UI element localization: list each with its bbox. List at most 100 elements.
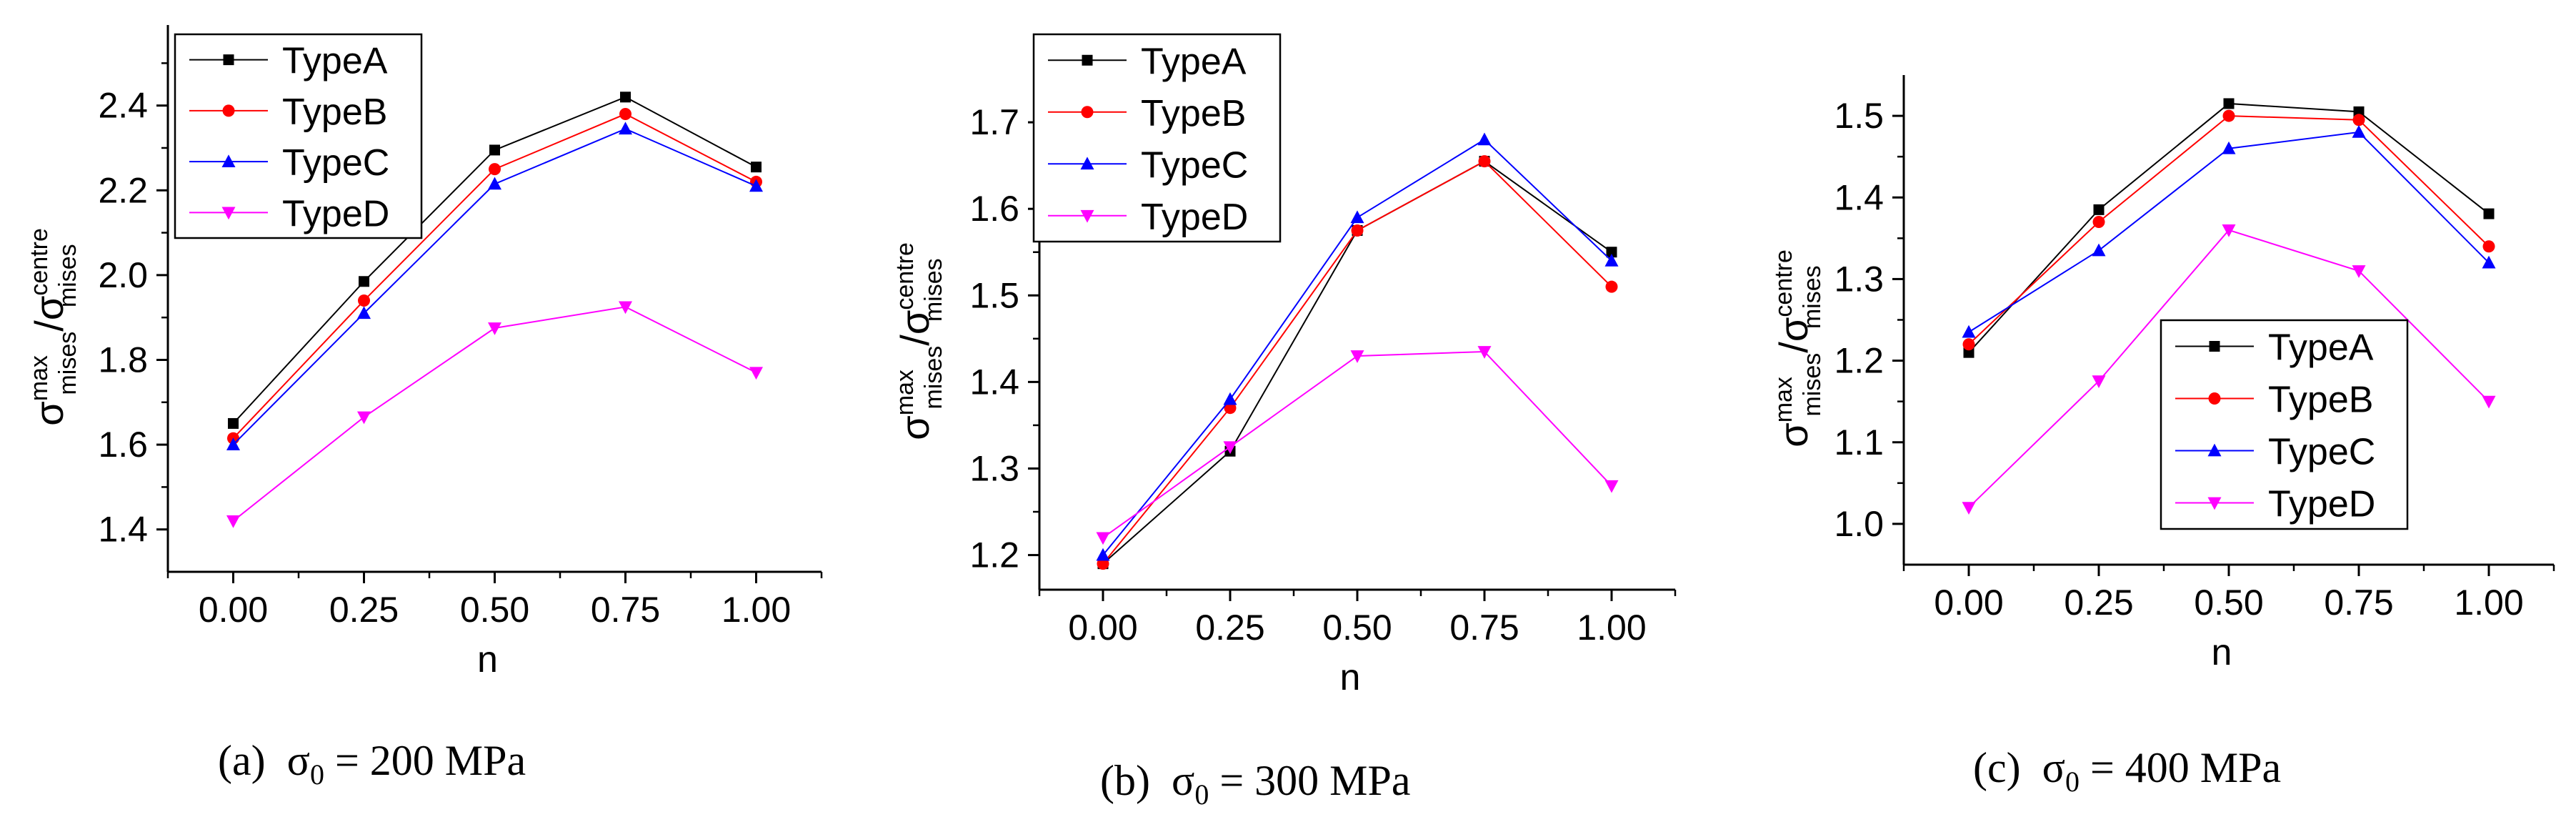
point-typec-b [1477,132,1492,146]
legend-label-typeb-a: TypeB [282,91,387,133]
point-typea-a [489,144,500,156]
chart-a: 0.00 0.25 0.50 0.75 1.00 1.4 1.6 1.8 2.0 2.2 2.4 n σ… [26,25,823,680]
y-tick-label-b: 1.2 [969,535,1019,575]
point-typed-a [488,322,501,335]
caption-b: (b) σ0 = 300 MPa [1100,756,1411,811]
x-tick-label-c: 0.00 [1934,583,2003,623]
y-axis-label-b: σmaxmises/σcentremises [892,242,947,440]
y-tick-label-a: 1.6 [98,425,148,465]
legend-marker-typeb-b [1081,106,1094,119]
legend-label-typed-a: TypeD [282,193,389,234]
point-typeb-c [2092,216,2105,228]
y-tick-label-a: 1.4 [98,510,148,550]
point-typec-b [1223,392,1237,405]
y-tick-label-b: 1.5 [969,275,1019,315]
legend-label-typeb-c: TypeB [2268,380,2373,421]
legend-label-typec-c: TypeC [2268,432,2375,473]
point-typec-c [2222,141,2236,154]
caption-b-sigma: σ [1171,757,1195,804]
point-typeb-c [2222,109,2235,122]
legend-box-c [2160,319,2409,530]
point-typec-b [1096,548,1110,561]
caption-b-value: = 300 MPa [1219,757,1411,804]
legend-marker-typec-a [221,154,236,167]
point-typec-c [2482,255,2496,269]
legend-marker-typea-b [1082,54,1093,66]
legend-label-typed-c: TypeD [2268,484,2375,525]
x-tick-label-b: 0.50 [1322,608,1392,648]
legend-label-typeb-b: TypeB [1141,93,1246,134]
y-tick-label-c: 1.2 [1834,341,1884,381]
y-tick-label-c: 1.3 [1834,259,1884,299]
point-typec-a [226,437,240,450]
caption-a-sigma: σ [286,737,310,784]
caption-c: (c) σ0 = 400 MPa [1973,743,2281,798]
x-tick-label-c: 0.75 [2324,583,2393,623]
point-typea-c [1963,347,1975,358]
legend-a: TypeA TypeB TypeC TypeD [174,33,423,239]
x-tick-label-c: 1.00 [2454,583,2523,623]
y-axis-label-a: σmaxmises/σcentremises [26,228,81,426]
legend-b: TypeA TypeB TypeC TypeD [1032,33,1282,243]
point-typed-a [619,301,632,315]
point-typeb-a [489,163,501,176]
y-axis-label-c: σmaxmises/σcentremises [1770,249,1826,447]
legend-box-b [1032,33,1282,243]
caption-a-value: = 200 MPa [334,737,526,784]
legend-label-typea-c: TypeA [2268,327,2374,369]
y-tick-label-c: 1.5 [1834,96,1884,136]
point-typec-a [619,122,632,135]
x-tick-label-a: 0.25 [329,590,399,630]
point-typea-b [1606,247,1617,258]
point-typea-c [2483,208,2495,219]
point-typeb-b [1351,224,1364,237]
x-tick-label-b: 0.00 [1068,608,1137,648]
caption-a-sub: 0 [309,758,324,791]
point-typed-a [749,367,763,380]
y-tick-label-b: 1.3 [969,448,1019,488]
legend-marker-typea-c [2209,341,2220,352]
point-typed-c [1962,502,1976,515]
point-typeb-b [1478,155,1491,168]
point-typed-b [1477,346,1492,359]
legend-marker-typed-b [1080,209,1094,223]
legend-marker-typec-b [1080,157,1094,170]
point-typec-a [357,306,371,320]
point-typeb-a [358,294,370,307]
point-typed-b [1223,441,1237,455]
y-tick-label-a: 2.4 [98,86,148,126]
x-axis-label-c: n [2212,632,2232,673]
point-typea-a [228,417,239,429]
caption-c-sigma: σ [2042,744,2065,791]
point-typed-c [2352,265,2366,278]
caption-b-sub: 0 [1194,778,1209,811]
point-typeb-c [2352,114,2365,127]
x-tick-label-b: 0.25 [1195,608,1264,648]
x-tick-label-a: 1.00 [722,590,791,630]
point-typeb-a [619,108,631,121]
point-typeb-c [2482,240,2495,253]
legend-label-typec-a: TypeC [282,142,389,184]
point-typec-b [1350,210,1364,224]
y-tick-label-a: 2.0 [98,255,148,295]
point-typed-b [1604,480,1619,493]
x-axis-label-b: n [1340,657,1361,698]
chart-b: 0.00 0.25 0.50 0.75 1.00 1.2 1.3 1.4 1.5 1.6 1.7 n σ… [892,33,1677,698]
caption-c-value: = 400 MPa [2090,744,2282,791]
legend-marker-typea-a [223,54,234,66]
caption-c-sub: 0 [2065,766,2080,798]
legend-marker-typed-c [2207,497,2222,510]
caption-a-label: (a) [218,737,266,784]
series-line-typed-b [1102,350,1612,539]
point-typeb-c [1962,338,1975,351]
y-tick-label-a: 2.2 [98,170,148,210]
y-tick-label-b: 1.6 [969,189,1019,229]
x-tick-label-c: 0.50 [2194,583,2263,623]
chart-c: 0.00 0.25 0.50 0.75 1.00 1.0 1.1 1.2 1.3 1.4 1.5 n σ… [1770,75,2555,673]
point-typec-c [2092,243,2106,257]
point-typec-c [2352,125,2366,138]
point-typed-c [2092,375,2106,388]
point-typec-c [1962,325,1976,338]
y-tick-label-b: 1.7 [969,102,1019,142]
